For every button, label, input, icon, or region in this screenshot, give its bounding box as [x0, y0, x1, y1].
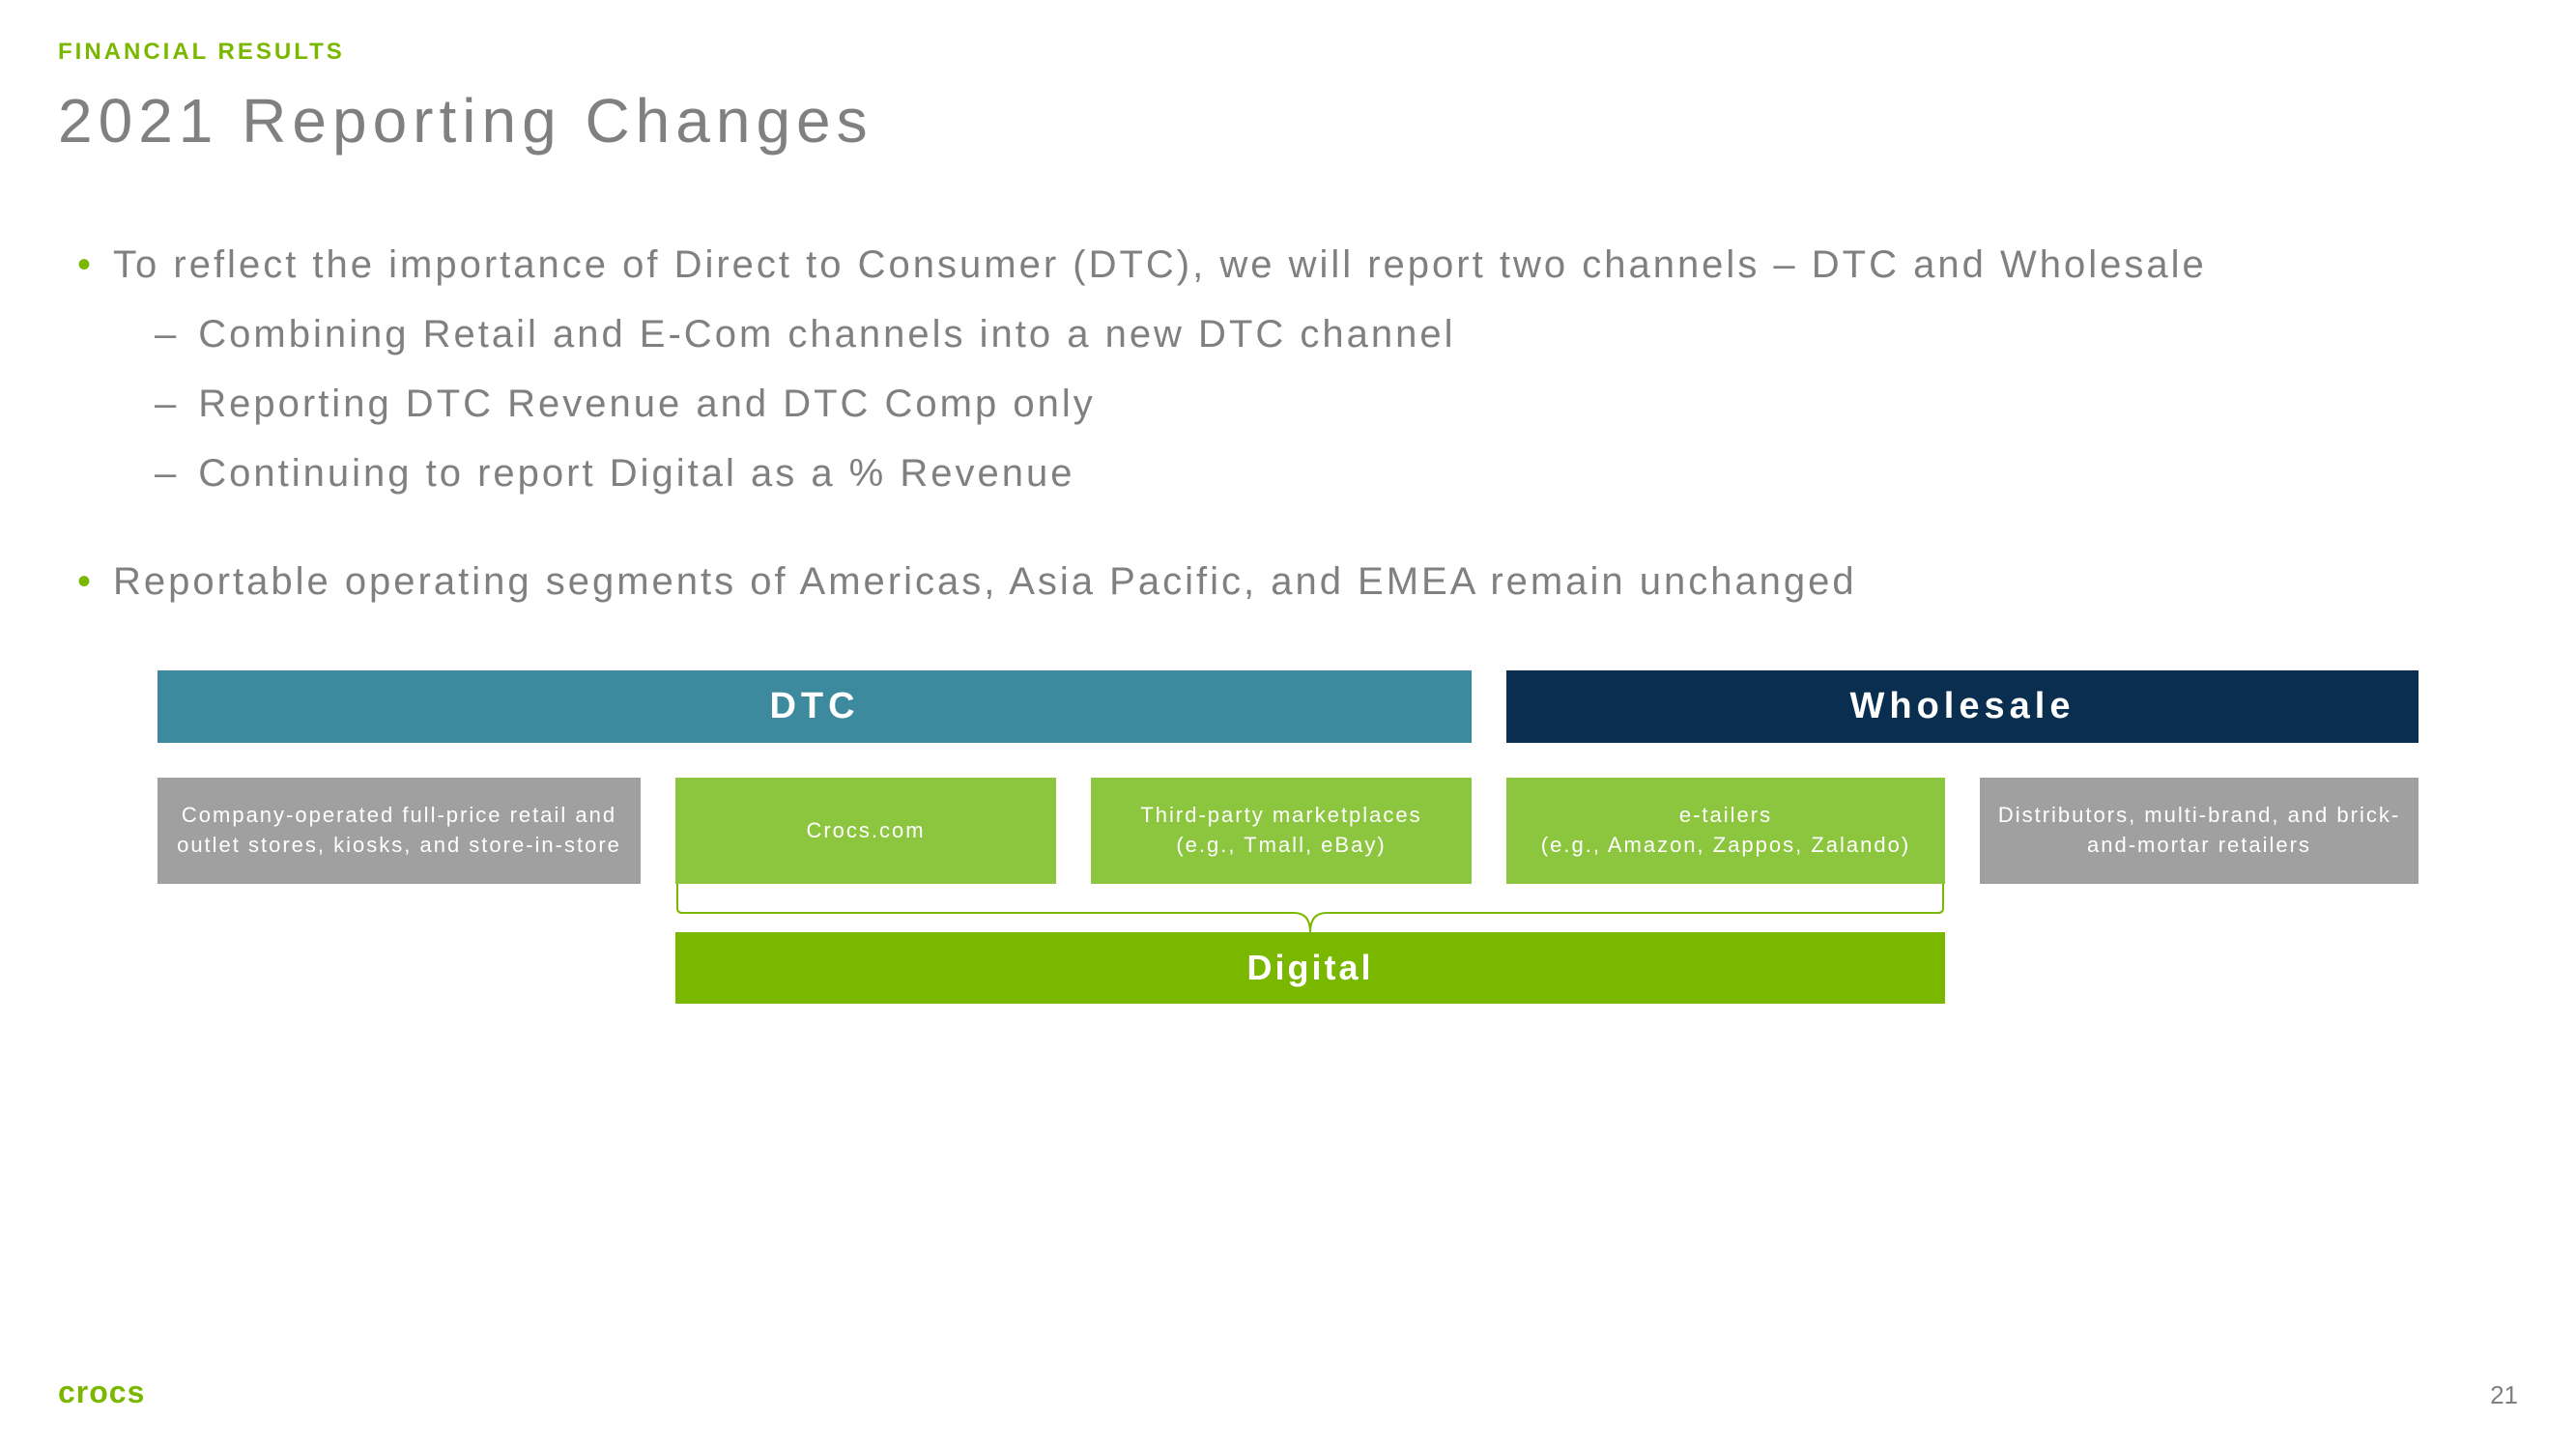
box-retail-stores: Company-operated full-price retail and o…: [157, 778, 641, 884]
box-marketplaces: Third-party marketplaces (e.g., Tmall, e…: [1091, 778, 1472, 884]
bullet-text: Reporting DTC Revenue and DTC Comp only: [198, 373, 1095, 435]
bullet-sub-1: Combining Retail and E-Com channels into…: [58, 303, 2518, 365]
bullet-sub-3: Continuing to report Digital as a % Reve…: [58, 442, 2518, 504]
bullet-main-1: To reflect the importance of Direct to C…: [58, 234, 2518, 296]
footer: crocs 21: [58, 1375, 2518, 1410]
bullet-list: To reflect the importance of Direct to C…: [58, 234, 2518, 612]
box-line: (e.g., Tmall, eBay): [1176, 831, 1386, 861]
bracket-icon: [675, 884, 1945, 932]
wholesale-header: Wholesale: [1506, 670, 2419, 743]
box-crocs-com: Crocs.com: [675, 778, 1056, 884]
box-line: e-tailers: [1679, 801, 1772, 831]
channel-diagram: DTC Wholesale Company-operated full-pric…: [157, 670, 2419, 1004]
bullet-text: Continuing to report Digital as a % Reve…: [198, 442, 1074, 504]
bullet-sub-2: Reporting DTC Revenue and DTC Comp only: [58, 373, 2518, 435]
diagram-boxes-row: Company-operated full-price retail and o…: [157, 778, 2419, 884]
diagram-header-row: DTC Wholesale: [157, 670, 2419, 743]
bullet-main-2: Reportable operating segments of America…: [58, 551, 2518, 612]
crocs-logo: crocs: [58, 1375, 145, 1410]
box-etailers: e-tailers (e.g., Amazon, Zappos, Zalando…: [1506, 778, 1945, 884]
section-eyebrow: FINANCIAL RESULTS: [58, 39, 2518, 66]
bullet-text: Reportable operating segments of America…: [113, 551, 1857, 612]
bullet-text: Combining Retail and E-Com channels into…: [198, 303, 1455, 365]
bullet-text: To reflect the importance of Direct to C…: [113, 234, 2207, 296]
box-line: (e.g., Amazon, Zappos, Zalando): [1541, 831, 1910, 861]
digital-label: Digital: [675, 932, 1945, 1004]
dtc-header: DTC: [157, 670, 1472, 743]
box-distributors: Distributors, multi-brand, and brick-and…: [1980, 778, 2419, 884]
page-number: 21: [2490, 1380, 2518, 1410]
box-line: Third-party marketplaces: [1140, 801, 1421, 831]
digital-row: Digital: [157, 932, 2419, 1004]
page-title: 2021 Reporting Changes: [58, 85, 2518, 156]
digital-bracket: [157, 884, 2419, 932]
